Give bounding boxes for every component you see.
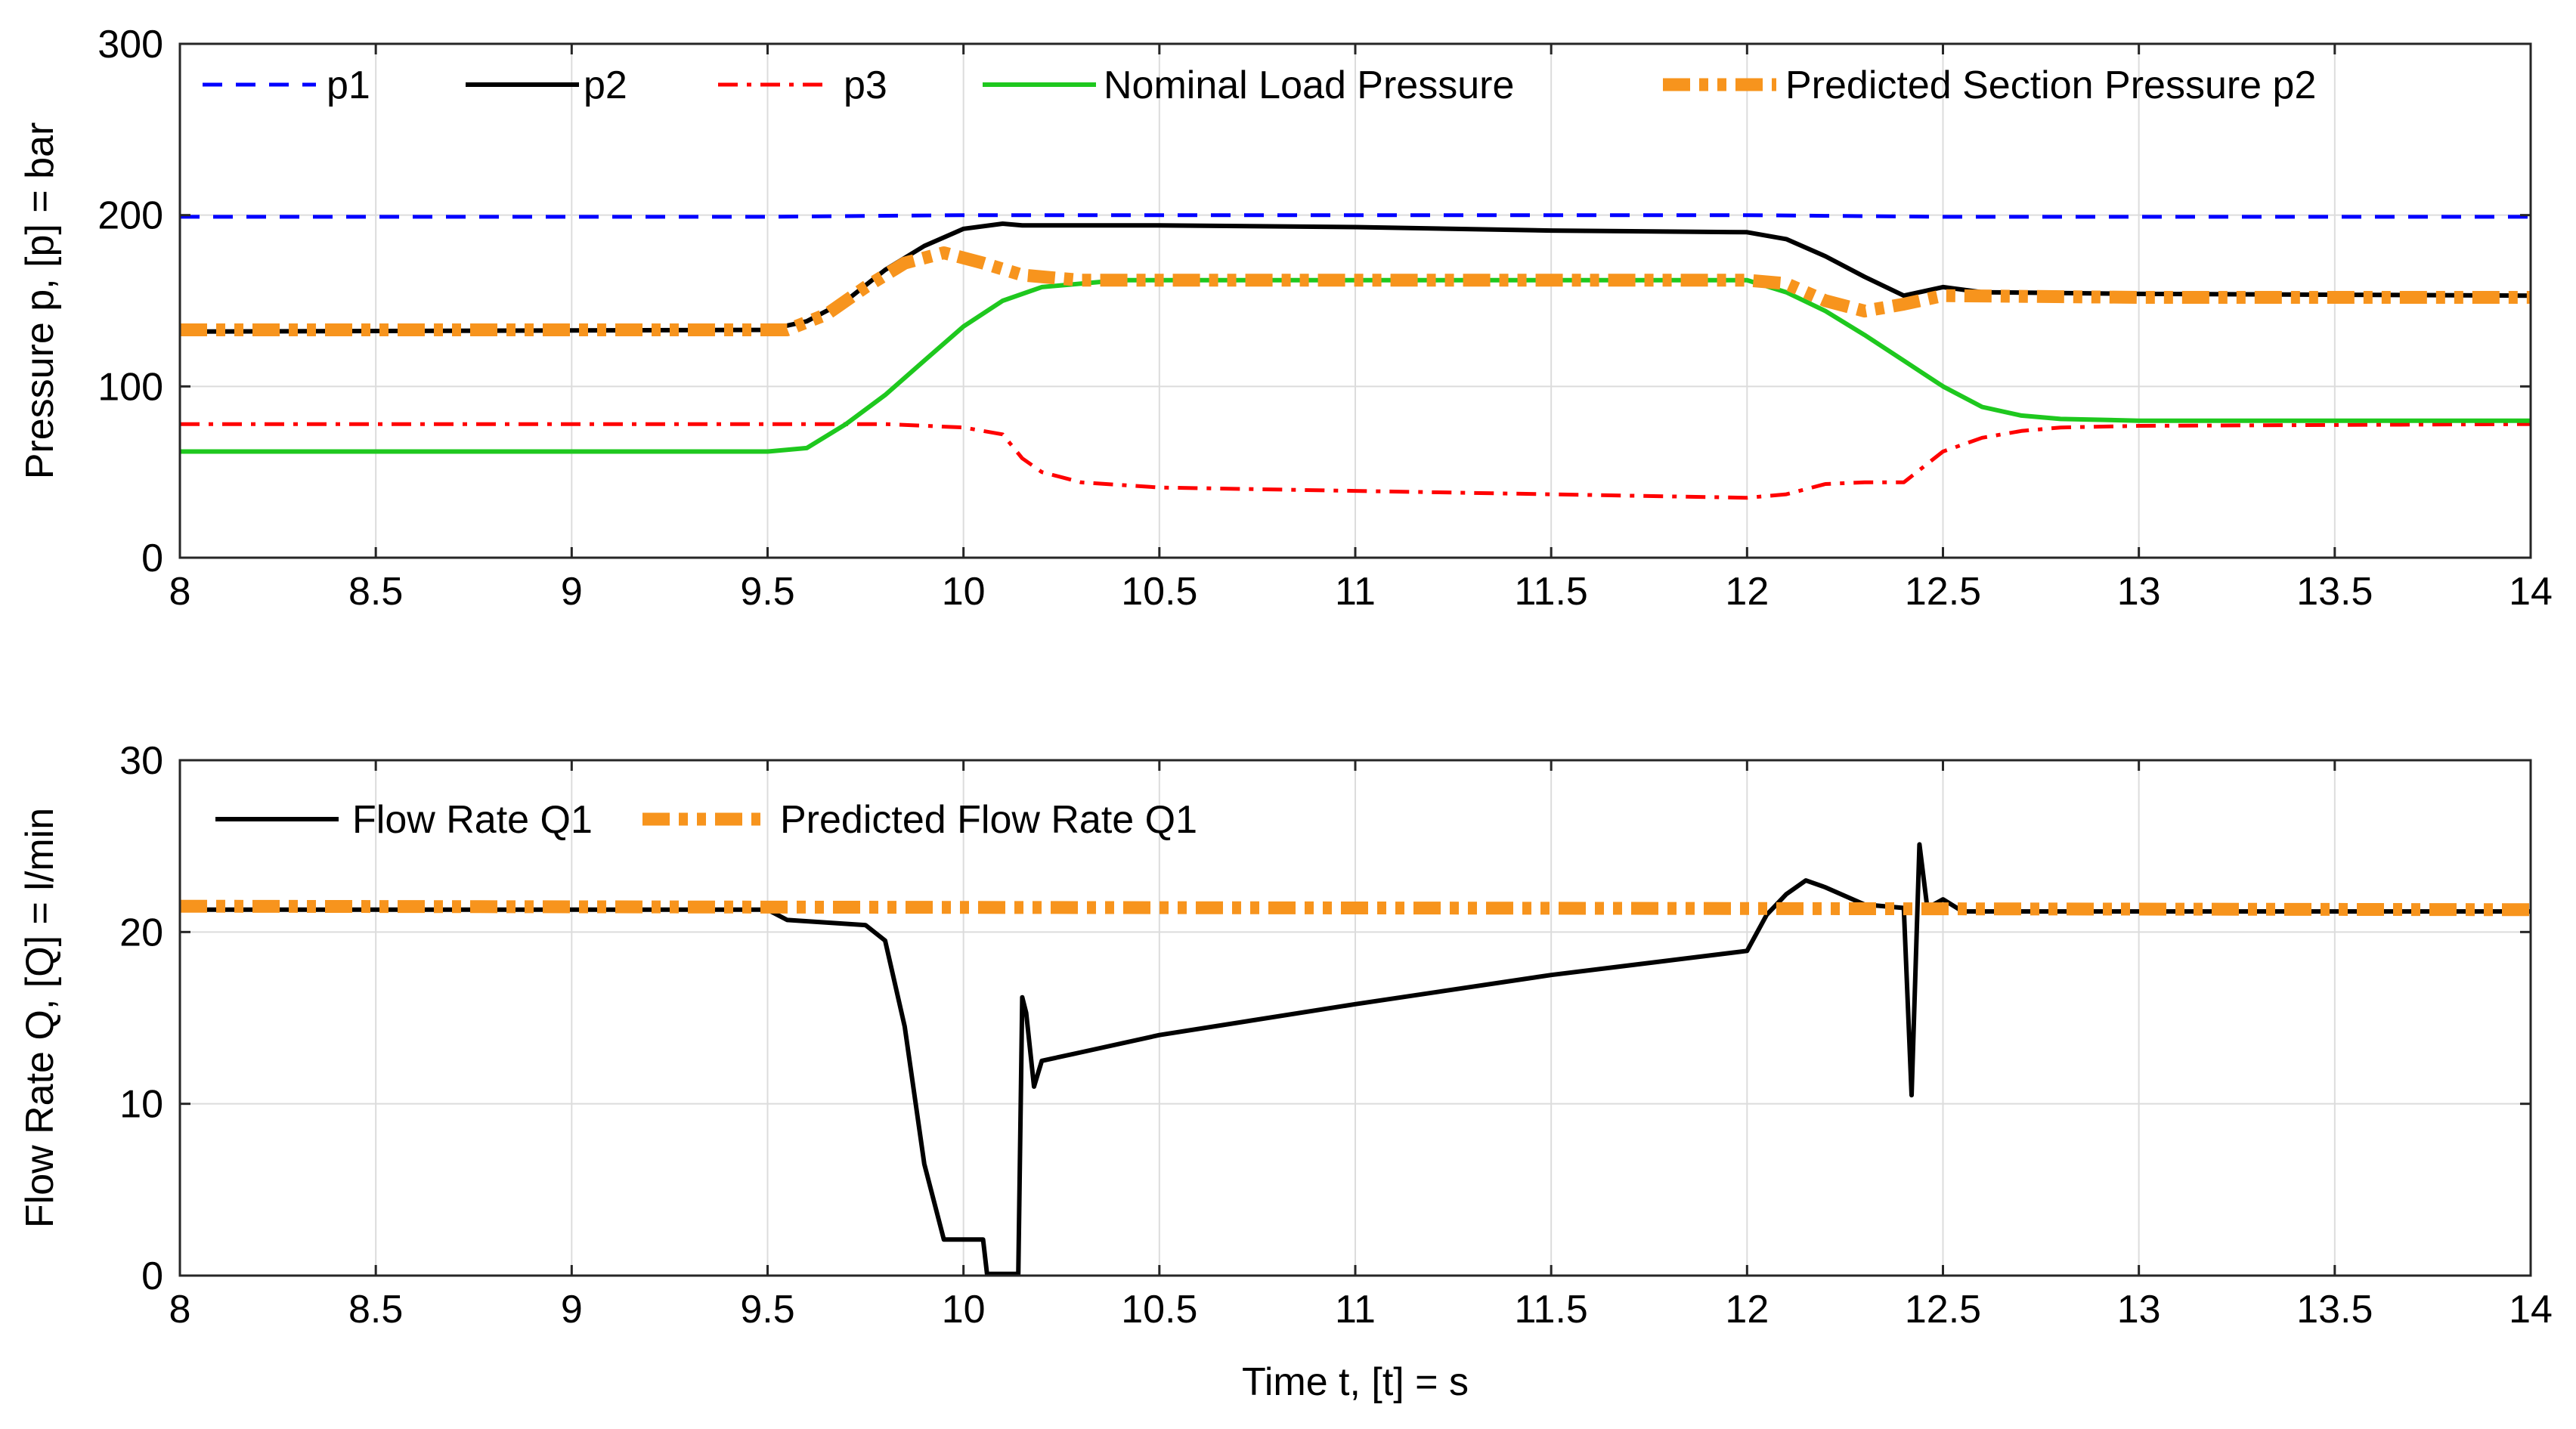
x-tick-label: 8.5: [348, 570, 403, 614]
x-tick-label: 13: [2117, 570, 2161, 614]
x-tick-label: 13: [2117, 1288, 2161, 1332]
y-tick-label: 0: [141, 537, 163, 580]
pressure-chart: 8 8.5 9 9.5 10 10.5 11 11.5 12 12.5 13 13.5 14 0 100 20…: [18, 23, 2553, 614]
legend: p1 p2 p3 Nominal Load Pressure Predicted Sec…: [203, 63, 2316, 107]
x-tick-label: 12.5: [1905, 570, 1981, 614]
x-tick-label: 11.5: [1514, 570, 1587, 614]
x-tick-label: 14: [2509, 1288, 2553, 1332]
x-tick-label: 10: [942, 1288, 986, 1332]
y-tick-label: 10: [119, 1083, 163, 1127]
y-tick-label: 100: [98, 365, 163, 409]
legend-label-p3: p3: [844, 63, 887, 107]
x-tick-label: 11.5: [1514, 1288, 1587, 1332]
flow-rate-chart: 8 8.5 9 9.5 10 10.5 11 11.5 12 12.5 13 13.5 14 0 10 20 3…: [18, 739, 2553, 1404]
x-tick-label: 13.5: [2296, 570, 2373, 614]
x-tick-label: 10.5: [1121, 570, 1197, 614]
y-tick-label: 20: [119, 911, 163, 954]
y-tick-label: 30: [119, 739, 163, 783]
x-tick-label: 11: [1335, 1288, 1376, 1332]
series-line-p1: [180, 213, 2531, 219]
x-tick-label: 8: [169, 570, 191, 614]
legend-label-predicted-flow-rate-q1: Predicted Flow Rate Q1: [780, 798, 1197, 842]
x-tick-label: 8: [169, 1288, 191, 1332]
y-tick-label: 0: [141, 1254, 163, 1298]
x-tick-label: 10: [942, 570, 986, 614]
y-axis-title: Flow Rate Q, [Q] = l/min: [18, 808, 62, 1228]
legend-label-nominal-load-pressure: Nominal Load Pressure: [1104, 63, 1514, 107]
legend-label-p1: p1: [327, 63, 370, 107]
legend-label-flow-rate-q1: Flow Rate Q1: [352, 798, 593, 842]
series-line-p3: [180, 422, 2531, 500]
legend: Flow Rate Q1 Predicted Flow Rate Q1: [215, 798, 1197, 842]
series-line-flow-rate-q1: [180, 842, 2531, 1276]
series-line-predicted-flow-rate-q1: [180, 899, 2531, 917]
y-tick-label: 200: [98, 194, 163, 238]
x-tick-label: 12: [1725, 1288, 1769, 1332]
x-axis-title: Time t, [t] = s: [1242, 1360, 1469, 1404]
series-line-nominal-load-pressure: [180, 277, 2531, 454]
x-tick-label: 8.5: [348, 1288, 403, 1332]
y-tick-label: 300: [98, 23, 163, 67]
x-tick-label: 9: [561, 1288, 583, 1332]
y-axis-title: Pressure p, [p] = bar: [18, 122, 62, 480]
legend-label-predicted-section-pressure-p2: Predicted Section Pressure p2: [1785, 63, 2316, 107]
x-tick-label: 12: [1725, 570, 1769, 614]
x-tick-label: 10.5: [1121, 1288, 1197, 1332]
x-tick-label: 12.5: [1905, 1288, 1981, 1332]
x-tick-label: 11: [1335, 570, 1376, 614]
x-tick-label: 9.5: [740, 570, 794, 614]
legend-label-p2: p2: [584, 63, 627, 107]
x-tick-label: 13.5: [2296, 1288, 2373, 1332]
series-line-predicted-section-pressure-p2: [180, 246, 2531, 336]
x-tick-label: 9: [561, 570, 583, 614]
x-tick-label: 9.5: [740, 1288, 794, 1332]
x-tick-label: 14: [2509, 570, 2553, 614]
